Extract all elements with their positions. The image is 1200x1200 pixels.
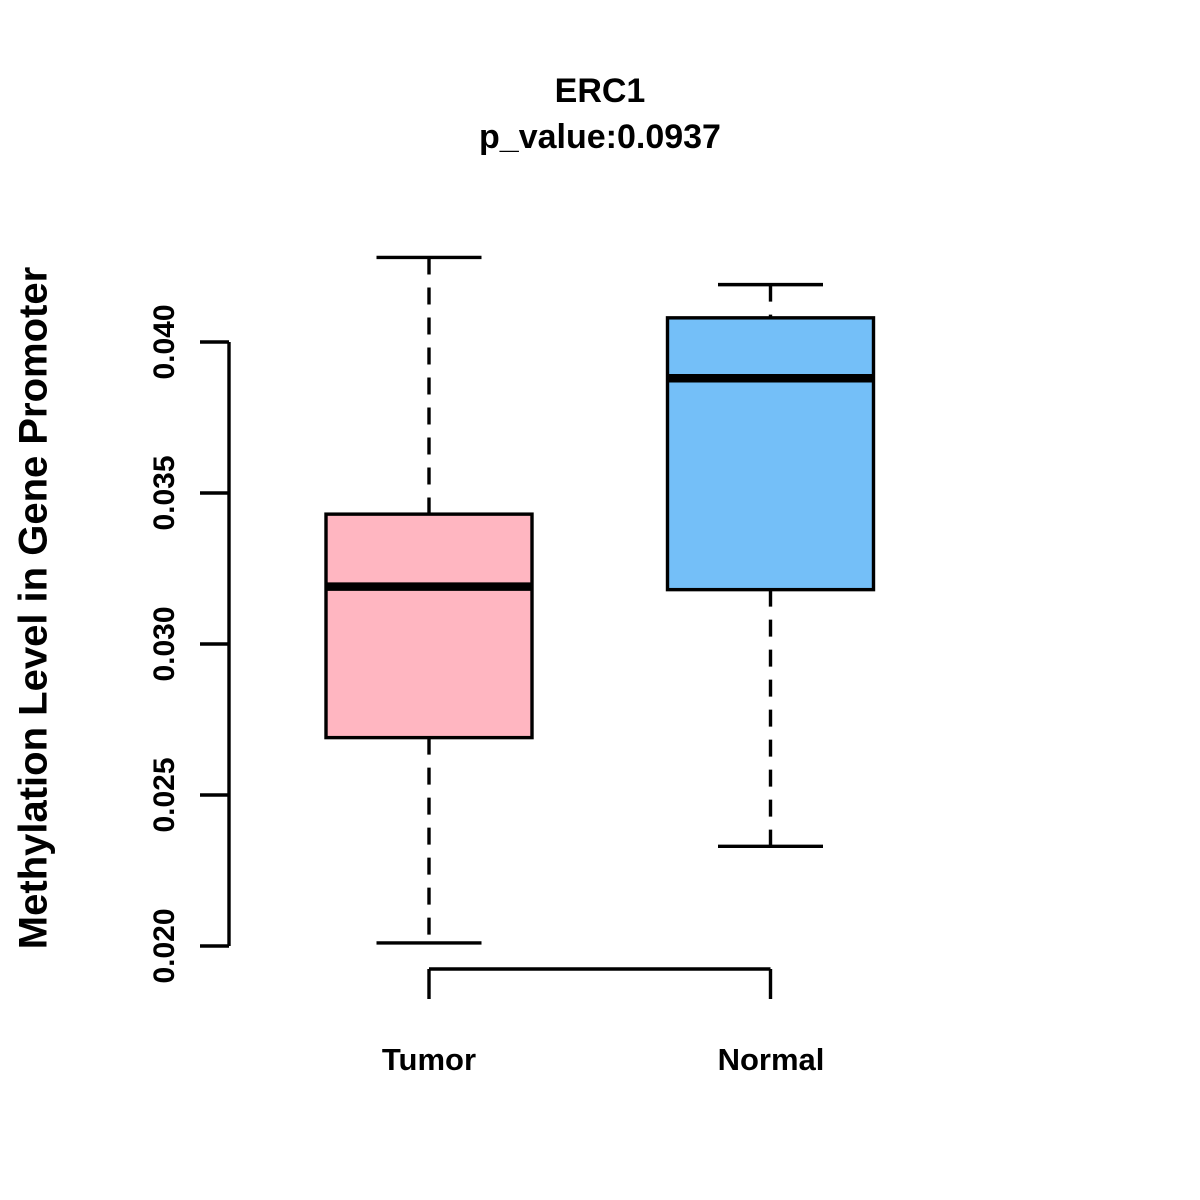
y-tick-label: 0.040 [148, 304, 181, 379]
y-tick-label: 0.035 [148, 455, 181, 530]
x-category-label-normal: Normal [717, 1042, 825, 1077]
y-tick-label: 0.020 [148, 908, 181, 983]
y-tick-label: 0.025 [148, 757, 181, 832]
x-category-label-tumor: Tumor [381, 1042, 477, 1077]
chart-title-block: ERC1 p_value:0.0937 [230, 68, 970, 160]
box-tumor [324, 512, 534, 740]
box-normal [665, 316, 876, 592]
chart-subtitle: p_value:0.0937 [479, 118, 721, 156]
y-tick-label: 0.030 [148, 606, 181, 681]
chart-title: ERC1 [554, 72, 646, 110]
